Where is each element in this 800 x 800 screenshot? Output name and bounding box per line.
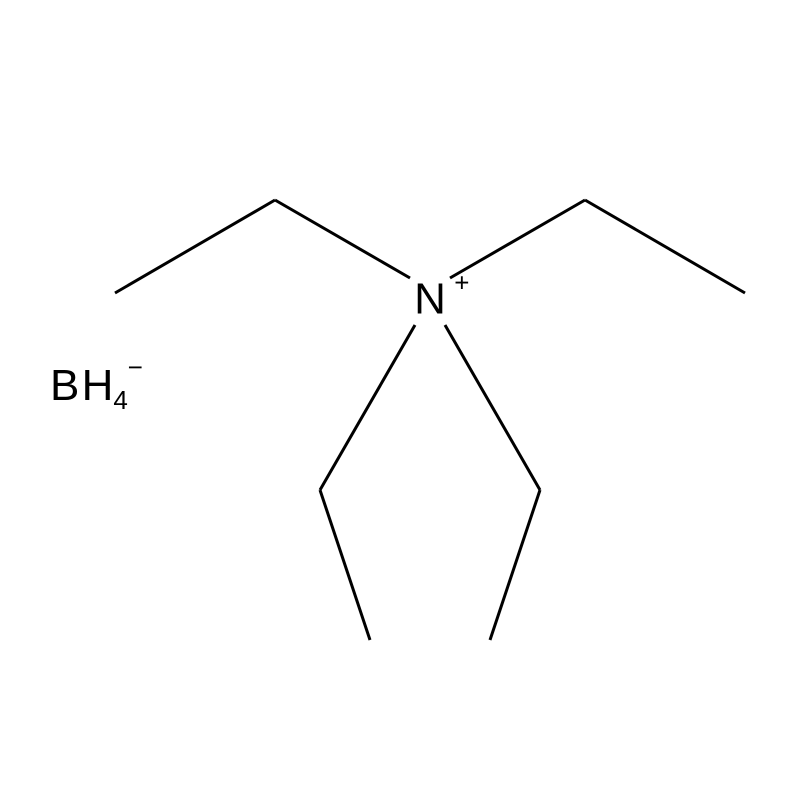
- counterion-H: H: [82, 361, 114, 410]
- counterion-charge: −: [128, 352, 143, 382]
- nitrogen-symbol: N: [414, 274, 446, 323]
- nitrogen-charge: +: [454, 267, 469, 297]
- counterion-B: B: [50, 361, 79, 410]
- counterion-sub: 4: [113, 385, 127, 415]
